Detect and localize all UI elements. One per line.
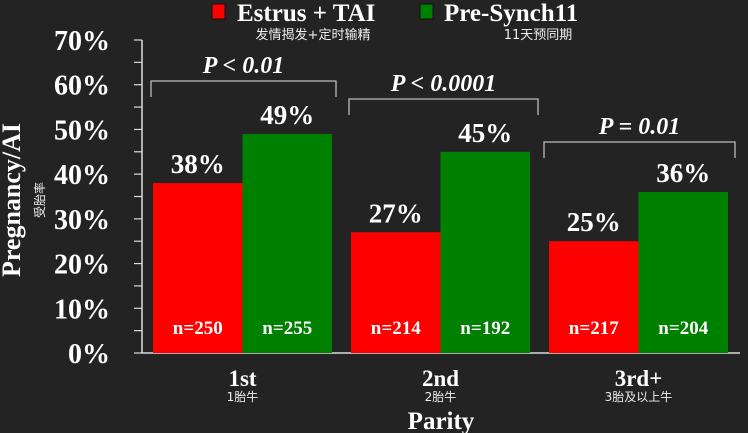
x-tick-label: 1st (228, 366, 256, 391)
y-tick-label: 50% (54, 115, 110, 146)
n-label: n=204 (658, 318, 708, 339)
data-label: 38% (171, 149, 225, 179)
y-tick-label: 40% (54, 160, 110, 191)
data-label: 45% (458, 118, 512, 148)
legend-swatch (211, 3, 226, 20)
x-tick-sublabel: 2胎牛 (425, 389, 457, 404)
legend-sublabel: 11天预同期 (504, 28, 573, 43)
bar-presynch (638, 192, 728, 353)
x-axis-label: Parity (408, 408, 475, 433)
n-label: n=250 (173, 318, 223, 339)
data-label: 36% (656, 158, 710, 188)
y-axis-sublabel: 受胎率 (32, 182, 47, 218)
legend-label: Pre-Synch11 (444, 0, 578, 27)
bar-presynch (440, 151, 530, 353)
y-tick-label: 30% (54, 205, 110, 236)
x-tick-sublabel: 1胎牛 (227, 389, 259, 404)
legend-swatch (419, 3, 434, 20)
data-label: 49% (260, 100, 314, 130)
y-tick-label: 60% (54, 71, 110, 102)
bar-estrus (351, 232, 441, 353)
bar-estrus (153, 183, 243, 353)
n-label: n=192 (460, 318, 510, 339)
y-tick-label: 70% (54, 26, 110, 57)
p-value-label: P = 0.01 (598, 114, 680, 140)
legend-sublabel: 发情揭发+定时输精 (256, 27, 371, 43)
bar-estrus (549, 241, 639, 353)
significance-bracket (150, 80, 337, 97)
data-label: 25% (567, 207, 621, 237)
y-tick-label: 0% (68, 339, 110, 370)
y-axis-label: Pregnancy/AI (0, 123, 26, 277)
y-tick-label: 10% (54, 294, 110, 325)
legend-label: Estrus + TAI (237, 0, 375, 27)
p-value-label: P < 0.0001 (390, 71, 496, 97)
x-tick-label: 3rd+ (615, 366, 663, 391)
x-tick-label: 2nd (422, 366, 459, 391)
p-value-label: P < 0.01 (202, 53, 284, 79)
n-label: n=214 (371, 318, 421, 339)
significance-bracket (543, 141, 736, 158)
n-label: n=255 (262, 318, 312, 339)
y-tick-label: 20% (54, 250, 110, 281)
significance-bracket (348, 98, 539, 115)
n-label: n=217 (569, 318, 619, 339)
x-tick-sublabel: 3胎及以上牛 (605, 389, 673, 404)
data-label: 27% (369, 198, 423, 228)
bar-presynch (242, 133, 332, 353)
